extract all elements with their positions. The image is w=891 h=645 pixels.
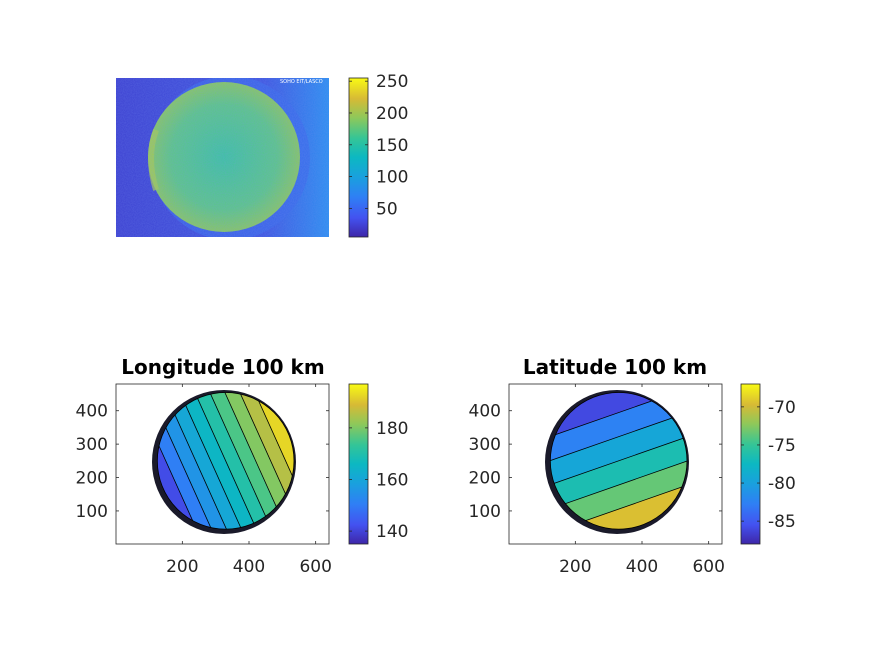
image-panel: SOHO EIT/LASCO bbox=[116, 78, 329, 237]
longitude-contour-line bbox=[206, 392, 295, 530]
colorbar-2-tick-label: 140 bbox=[376, 522, 408, 542]
axes-2-xtick-label: 400 bbox=[233, 557, 265, 577]
colorbar-2-tick-label: 160 bbox=[376, 470, 408, 490]
colorbar-2-tick-label: 180 bbox=[376, 419, 408, 439]
colorbar-1-tick-label: 100 bbox=[376, 168, 408, 188]
colorbar-3-tick-label: -75 bbox=[768, 436, 796, 456]
longitude-contour-line bbox=[157, 392, 245, 530]
colorbar-1: 50 100 150 200 250 bbox=[348, 72, 408, 238]
axes-2-xtick-label: 200 bbox=[166, 557, 198, 577]
longitude-contour-line bbox=[157, 392, 258, 530]
image-stamp: SOHO EIT/LASCO bbox=[280, 79, 323, 85]
colorbar-1-tick-label: 150 bbox=[376, 136, 408, 156]
latitude-band bbox=[550, 392, 688, 464]
latitude-disk-edge bbox=[549, 392, 688, 530]
longitude-contour-line bbox=[157, 392, 233, 530]
latitude-contour-line bbox=[550, 415, 688, 507]
axes-2-xtick-label: 600 bbox=[299, 557, 331, 577]
axes-3-ytick-label: 200 bbox=[469, 469, 501, 489]
longitude-contour-line bbox=[219, 392, 295, 530]
longitude-band bbox=[157, 392, 245, 530]
axes-3-ytick-label: 300 bbox=[469, 435, 501, 455]
latitude-band bbox=[550, 458, 688, 530]
axes-3-xtick-label: 600 bbox=[692, 557, 724, 577]
colorbar-3: -70 -75 -80 -85 bbox=[740, 383, 796, 545]
axes-2-ytick-label: 400 bbox=[76, 402, 108, 422]
axes-3-ytick-label: 100 bbox=[469, 502, 501, 522]
latitude-title: Latitude 100 km bbox=[523, 355, 707, 379]
axes-2-ytick-label: 300 bbox=[76, 435, 108, 455]
latitude-axes: 200 400 600 100 200 300 400 bbox=[469, 383, 725, 577]
latitude-contour-line bbox=[550, 392, 688, 464]
axes-3-xtick-label: 400 bbox=[626, 557, 658, 577]
latitude-contour-line bbox=[550, 436, 688, 528]
longitude-title: Longitude 100 km bbox=[121, 355, 324, 379]
axes-2-ytick-label: 200 bbox=[76, 469, 108, 489]
longitude-contour-line bbox=[194, 392, 295, 530]
colorbar-3-tick-label: -85 bbox=[768, 512, 796, 532]
longitude-band bbox=[219, 392, 295, 530]
colorbar-1-tick-label: 250 bbox=[376, 72, 408, 92]
axes-3-xtick-label: 200 bbox=[559, 557, 591, 577]
latitude-contour-line bbox=[550, 458, 688, 530]
longitude-contour-line bbox=[181, 392, 295, 530]
longitude-contour-line bbox=[169, 392, 283, 530]
longitude-disk-edge bbox=[156, 392, 295, 530]
longitude-contour-line bbox=[157, 392, 270, 530]
colorbar-1-tick-label: 200 bbox=[376, 104, 408, 124]
axes-3-ytick-label: 400 bbox=[469, 402, 501, 422]
axes-2-ytick-label: 100 bbox=[76, 502, 108, 522]
longitude-band bbox=[206, 392, 295, 530]
longitude-band bbox=[157, 392, 233, 530]
image-noise bbox=[116, 78, 329, 237]
colorbar-3-tick-label: -70 bbox=[768, 398, 796, 418]
latitude-contour-line bbox=[550, 393, 688, 485]
longitude-axes: 200 400 600 100 200 300 400 bbox=[76, 383, 332, 577]
colorbar-3-tick-label: -80 bbox=[768, 474, 796, 494]
colorbar-1-tick-label: 50 bbox=[376, 199, 398, 219]
colorbar-2: 140 160 180 bbox=[348, 383, 408, 545]
